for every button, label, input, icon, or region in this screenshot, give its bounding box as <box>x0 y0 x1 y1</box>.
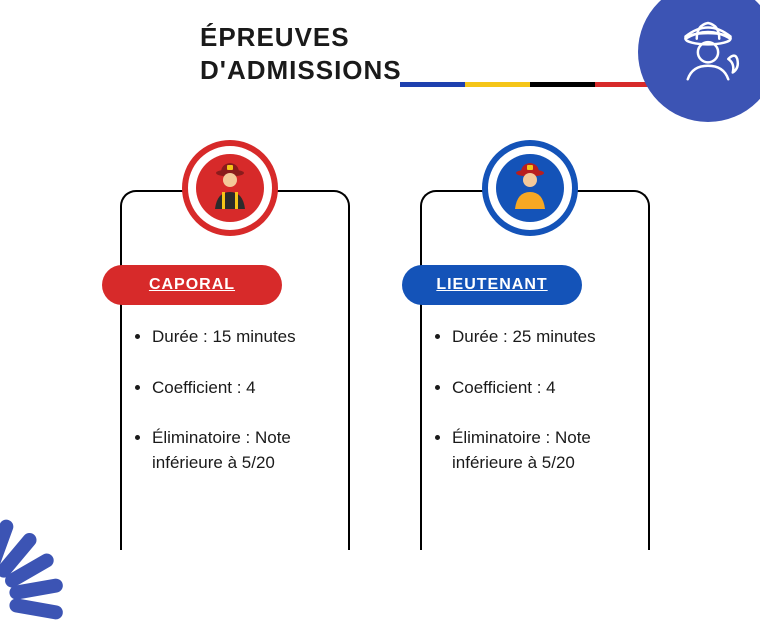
firefighter-badge <box>638 0 760 122</box>
list-item: Durée : 25 minutes <box>452 325 640 350</box>
page-title: ÉPREUVES D'ADMISSIONS <box>200 22 402 86</box>
avatar-bg-caporal <box>196 154 264 222</box>
list-item: Éliminatoire : Note inférieure à 5/20 <box>452 426 640 475</box>
avatar-ring-caporal <box>182 140 278 236</box>
list-item: Coefficient : 4 <box>152 376 340 401</box>
card-lieutenant: LIEUTENANT Durée : 25 minutes Coefficien… <box>410 140 650 550</box>
firefighter-blue-icon <box>508 162 552 215</box>
tag-lieutenant: LIEUTENANT <box>402 265 582 305</box>
list-caporal: Durée : 15 minutes Coefficient : 4 Élimi… <box>138 325 340 502</box>
title-tricolor-stripe <box>400 82 660 87</box>
avatar-bg-lieutenant <box>496 154 564 222</box>
tag-label: CAPORAL <box>149 276 235 294</box>
list-item: Éliminatoire : Note inférieure à 5/20 <box>152 426 340 475</box>
firefighter-icon <box>672 14 744 91</box>
list-item: Durée : 15 minutes <box>152 325 340 350</box>
tag-caporal: CAPORAL <box>102 265 282 305</box>
tag-label: LIEUTENANT <box>436 276 547 294</box>
cards-row: CAPORAL Durée : 15 minutes Coefficient :… <box>0 140 760 550</box>
list-item: Coefficient : 4 <box>452 376 640 401</box>
card-caporal: CAPORAL Durée : 15 minutes Coefficient :… <box>110 140 350 550</box>
title-line-2: D'ADMISSIONS <box>200 55 402 86</box>
title-line-1: ÉPREUVES <box>200 22 402 53</box>
firefighter-red-icon <box>208 162 252 215</box>
avatar-ring-lieutenant <box>482 140 578 236</box>
list-lieutenant: Durée : 25 minutes Coefficient : 4 Élimi… <box>438 325 640 502</box>
